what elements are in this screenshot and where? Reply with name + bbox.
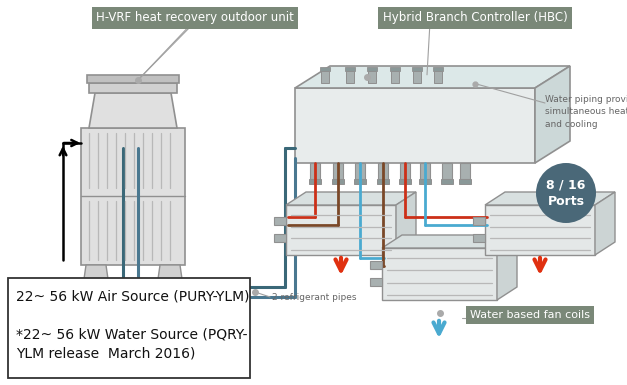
Polygon shape (355, 163, 365, 179)
Polygon shape (473, 217, 485, 225)
Polygon shape (535, 66, 570, 163)
Text: Water piping providing
simultaneous heating
and cooling: Water piping providing simultaneous heat… (545, 95, 627, 129)
Polygon shape (87, 75, 179, 83)
Polygon shape (158, 265, 182, 279)
Text: Water based fan coils: Water based fan coils (470, 310, 590, 320)
Polygon shape (485, 205, 595, 255)
Polygon shape (84, 265, 108, 279)
Polygon shape (459, 179, 471, 184)
Polygon shape (332, 179, 344, 184)
Text: 2 refrigerant pipes: 2 refrigerant pipes (272, 293, 357, 301)
Polygon shape (286, 192, 416, 205)
Polygon shape (595, 192, 615, 255)
Polygon shape (370, 278, 382, 286)
Polygon shape (89, 83, 177, 93)
Polygon shape (320, 67, 330, 71)
Polygon shape (345, 67, 356, 71)
Polygon shape (286, 205, 396, 255)
Polygon shape (295, 66, 570, 88)
Polygon shape (441, 179, 453, 184)
FancyBboxPatch shape (8, 278, 250, 378)
Polygon shape (354, 179, 366, 184)
Polygon shape (433, 67, 443, 71)
Polygon shape (396, 192, 416, 255)
Polygon shape (346, 71, 354, 83)
Polygon shape (89, 93, 177, 128)
Polygon shape (274, 234, 286, 242)
Polygon shape (368, 71, 376, 83)
Polygon shape (442, 163, 452, 179)
Polygon shape (497, 235, 517, 300)
Polygon shape (370, 261, 382, 269)
Polygon shape (473, 234, 485, 242)
Polygon shape (321, 71, 329, 83)
Polygon shape (412, 67, 422, 71)
Polygon shape (390, 67, 400, 71)
Polygon shape (378, 163, 388, 179)
Polygon shape (274, 217, 286, 225)
Polygon shape (367, 67, 377, 71)
Polygon shape (460, 163, 470, 179)
Polygon shape (377, 179, 389, 184)
Text: H-VRF heat recovery outdoor unit: H-VRF heat recovery outdoor unit (96, 12, 294, 25)
Polygon shape (420, 163, 430, 179)
Polygon shape (413, 71, 421, 83)
Polygon shape (295, 88, 535, 163)
Text: *22~ 56 kW Water Source (PQRY-
YLM release  March 2016): *22~ 56 kW Water Source (PQRY- YLM relea… (16, 327, 248, 360)
Polygon shape (485, 192, 615, 205)
Polygon shape (81, 128, 185, 265)
Polygon shape (310, 163, 320, 179)
Polygon shape (391, 71, 399, 83)
Polygon shape (382, 248, 497, 300)
Text: 8 / 16
Ports: 8 / 16 Ports (546, 178, 586, 208)
Polygon shape (309, 179, 321, 184)
Text: 22~ 56 kW Air Source (PURY-YLM): 22~ 56 kW Air Source (PURY-YLM) (16, 290, 250, 304)
Text: Hybrid Branch Controller (HBC): Hybrid Branch Controller (HBC) (382, 12, 567, 25)
Circle shape (536, 163, 596, 223)
Polygon shape (333, 163, 343, 179)
Polygon shape (435, 71, 442, 83)
Polygon shape (419, 179, 431, 184)
Polygon shape (382, 235, 517, 248)
Polygon shape (400, 163, 410, 179)
Polygon shape (399, 179, 411, 184)
